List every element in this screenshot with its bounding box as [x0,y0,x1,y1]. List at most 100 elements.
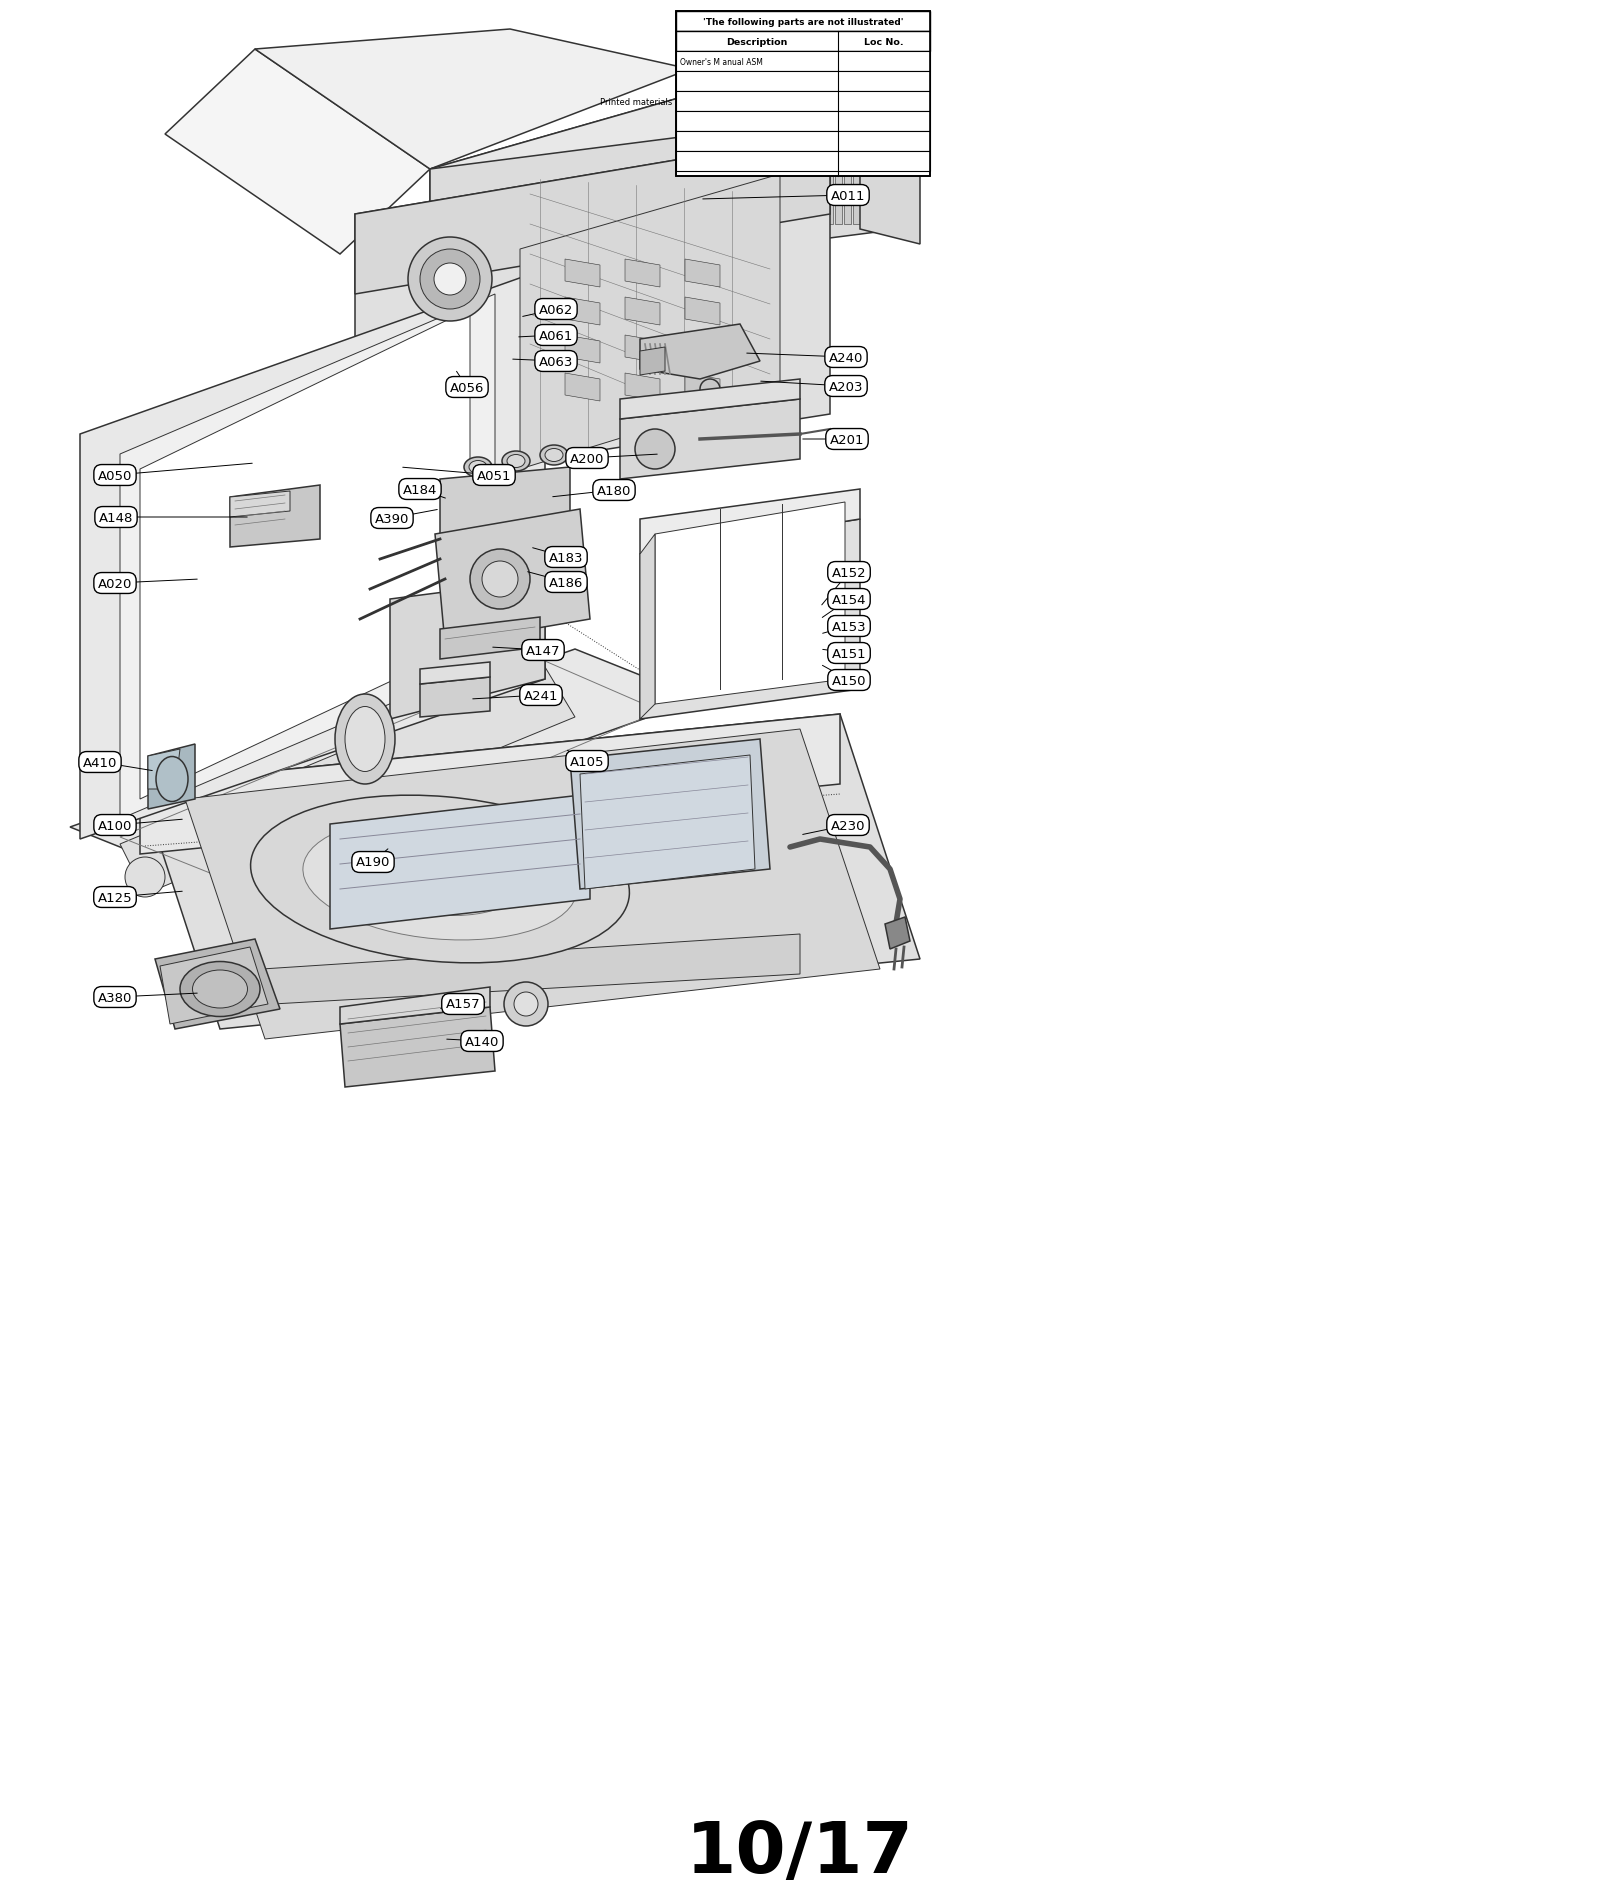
Text: 10/17: 10/17 [686,1818,914,1887]
Polygon shape [230,486,320,549]
Text: A201: A201 [830,433,864,446]
Polygon shape [155,940,280,1029]
Text: Printed materials: Printed materials [600,97,672,106]
Polygon shape [120,294,494,820]
Polygon shape [654,503,845,704]
Text: A062: A062 [539,304,573,317]
Text: A151: A151 [832,647,866,661]
Polygon shape [419,662,490,685]
Text: A140: A140 [466,1034,499,1048]
Text: A240: A240 [829,351,862,364]
Polygon shape [141,309,470,799]
Polygon shape [621,400,800,480]
Polygon shape [640,347,666,376]
Text: A153: A153 [832,621,866,634]
Polygon shape [685,260,720,288]
Polygon shape [640,490,861,554]
Ellipse shape [464,457,493,478]
Polygon shape [675,72,930,91]
Text: A230: A230 [830,820,866,831]
Polygon shape [141,716,920,1029]
Text: A157: A157 [446,998,480,1012]
Polygon shape [675,32,930,51]
Polygon shape [861,110,920,245]
Ellipse shape [192,970,248,1008]
Text: 'The following parts are not illustrated': 'The following parts are not illustrated… [702,17,904,27]
Polygon shape [626,336,661,364]
Polygon shape [675,11,930,32]
Polygon shape [70,649,701,877]
Polygon shape [565,374,600,402]
Text: A020: A020 [98,577,133,590]
Polygon shape [147,750,179,790]
Polygon shape [355,135,830,294]
Ellipse shape [358,843,522,917]
Circle shape [434,264,466,296]
Polygon shape [186,934,800,1010]
Polygon shape [330,795,590,930]
Ellipse shape [157,757,189,803]
Circle shape [482,562,518,598]
Text: Owner's M anual ASM: Owner's M anual ASM [680,57,763,66]
Polygon shape [570,740,770,890]
Polygon shape [675,112,930,133]
Text: A152: A152 [832,566,866,579]
Polygon shape [685,374,720,402]
Ellipse shape [334,695,395,784]
Circle shape [408,237,493,323]
Polygon shape [186,729,880,1040]
Polygon shape [565,336,600,364]
Polygon shape [640,520,861,719]
Polygon shape [790,116,797,224]
Polygon shape [626,260,661,288]
Polygon shape [675,133,930,152]
Text: A125: A125 [98,890,133,903]
Text: A100: A100 [98,820,133,831]
Polygon shape [230,492,290,518]
Polygon shape [808,116,814,224]
Text: A390: A390 [374,512,410,526]
Ellipse shape [546,450,563,463]
Circle shape [419,251,480,309]
Polygon shape [147,744,195,810]
Polygon shape [798,116,806,224]
Text: A056: A056 [450,381,485,395]
Bar [675,11,930,177]
Text: A241: A241 [523,689,558,702]
Polygon shape [621,380,800,419]
Polygon shape [430,70,781,254]
Polygon shape [390,579,546,719]
Ellipse shape [251,795,629,964]
Polygon shape [419,678,490,717]
Polygon shape [685,298,720,326]
Polygon shape [640,535,654,719]
Text: A184: A184 [403,484,437,495]
Polygon shape [853,116,861,224]
Text: A203: A203 [829,380,864,393]
Text: A183: A183 [549,550,584,564]
Circle shape [125,858,165,898]
Polygon shape [141,716,840,854]
Text: A148: A148 [99,511,133,524]
Text: A150: A150 [832,674,866,687]
Polygon shape [355,135,830,490]
Circle shape [504,983,547,1027]
Polygon shape [565,298,600,326]
Polygon shape [835,116,842,224]
Polygon shape [339,987,490,1025]
Text: A011: A011 [830,190,866,203]
Polygon shape [826,116,834,224]
Ellipse shape [302,818,578,941]
Polygon shape [520,175,781,469]
Polygon shape [565,260,600,288]
Circle shape [470,550,530,609]
Text: Description: Description [726,38,787,46]
Polygon shape [640,325,760,380]
Text: A050: A050 [98,469,133,482]
Text: A410: A410 [83,755,117,769]
Text: A105: A105 [570,755,605,769]
Polygon shape [120,668,574,894]
Polygon shape [626,374,661,402]
Polygon shape [440,467,570,541]
Text: A063: A063 [539,355,573,368]
